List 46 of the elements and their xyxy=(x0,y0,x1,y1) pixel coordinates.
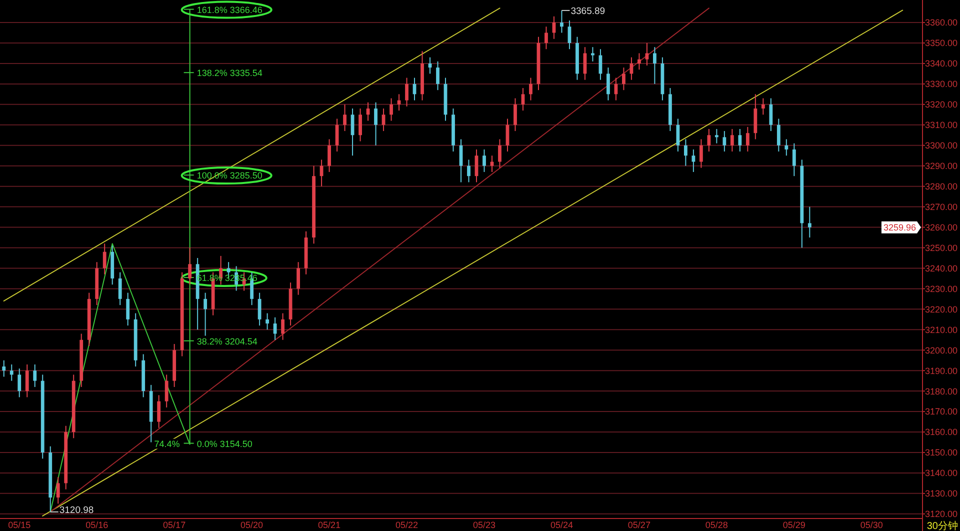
y-tick-label: 3120.00 xyxy=(925,509,958,520)
y-tick-label: 3220.00 xyxy=(925,304,958,314)
y-tick-label: 3180.00 xyxy=(925,386,958,396)
y-tick-label: 3360.00 xyxy=(925,18,958,28)
x-tick-label: 05/17 xyxy=(163,520,186,530)
y-tick-label: 3200.00 xyxy=(925,345,958,356)
x-tick-label: 05/24 xyxy=(550,520,573,530)
y-tick-label: 3300.00 xyxy=(925,140,958,151)
y-tick-label: 3340.00 xyxy=(925,58,958,69)
text: 30分钟 xyxy=(926,520,958,531)
y-tick-label: 3160.00 xyxy=(925,427,958,438)
x-tick-label: 05/27 xyxy=(628,520,650,530)
y-tick-label: 3270.00 xyxy=(925,202,958,212)
y-tick-label: 3250.00 xyxy=(925,242,958,253)
ref-line-label: 138.2% 3335.54 xyxy=(196,68,262,78)
y-tick-label: 3210.00 xyxy=(925,324,958,335)
x-tick-label: 05/15 xyxy=(8,520,31,530)
y-tick-label: 3150.00 xyxy=(925,448,958,458)
y-tick-label: 3140.00 xyxy=(925,468,958,478)
x-tick-label: 05/28 xyxy=(705,520,728,530)
y-tick-label: 3350.00 xyxy=(925,38,958,48)
y-tick-label: 3260.00 xyxy=(925,222,958,232)
x-tick-label: 05/21 xyxy=(318,520,341,530)
annotation: 3259.96 xyxy=(883,222,916,233)
annotation: 3120.98 xyxy=(59,504,94,516)
x-tick-label: 05/23 xyxy=(472,520,496,530)
annotation: 3365.89 xyxy=(570,6,606,17)
y-tick-label: 3240.00 xyxy=(925,263,958,274)
annotation: 74.4% xyxy=(154,438,180,449)
x-tick-label: 05/29 xyxy=(782,520,806,530)
y-tick-label: 3130.00 xyxy=(925,488,958,499)
y-tick-label: 3290.00 xyxy=(925,161,958,172)
ref-line-label: 161.8% 3366.46 xyxy=(196,4,262,15)
x-tick-label: 05/30 xyxy=(860,520,883,530)
x-tick-label: 05/22 xyxy=(396,520,418,530)
y-tick-label: 3170.00 xyxy=(925,406,958,417)
x-tick-label: 05/16 xyxy=(86,520,108,530)
y-tick-label: 3310.00 xyxy=(925,120,958,130)
y-tick-label: 3280.00 xyxy=(925,182,958,192)
y-tick-label: 3190.00 xyxy=(925,366,958,376)
ref-line-label: 38.2% 3204.54 xyxy=(196,336,258,346)
y-tick-label: 3230.00 xyxy=(925,284,958,294)
y-tick-label: 3320.00 xyxy=(925,100,958,110)
ref-line-label: 0.0% 3154.50 xyxy=(196,438,252,449)
x-tick-label: 05/20 xyxy=(240,520,264,530)
y-tick-label: 3330.00 xyxy=(925,79,958,90)
